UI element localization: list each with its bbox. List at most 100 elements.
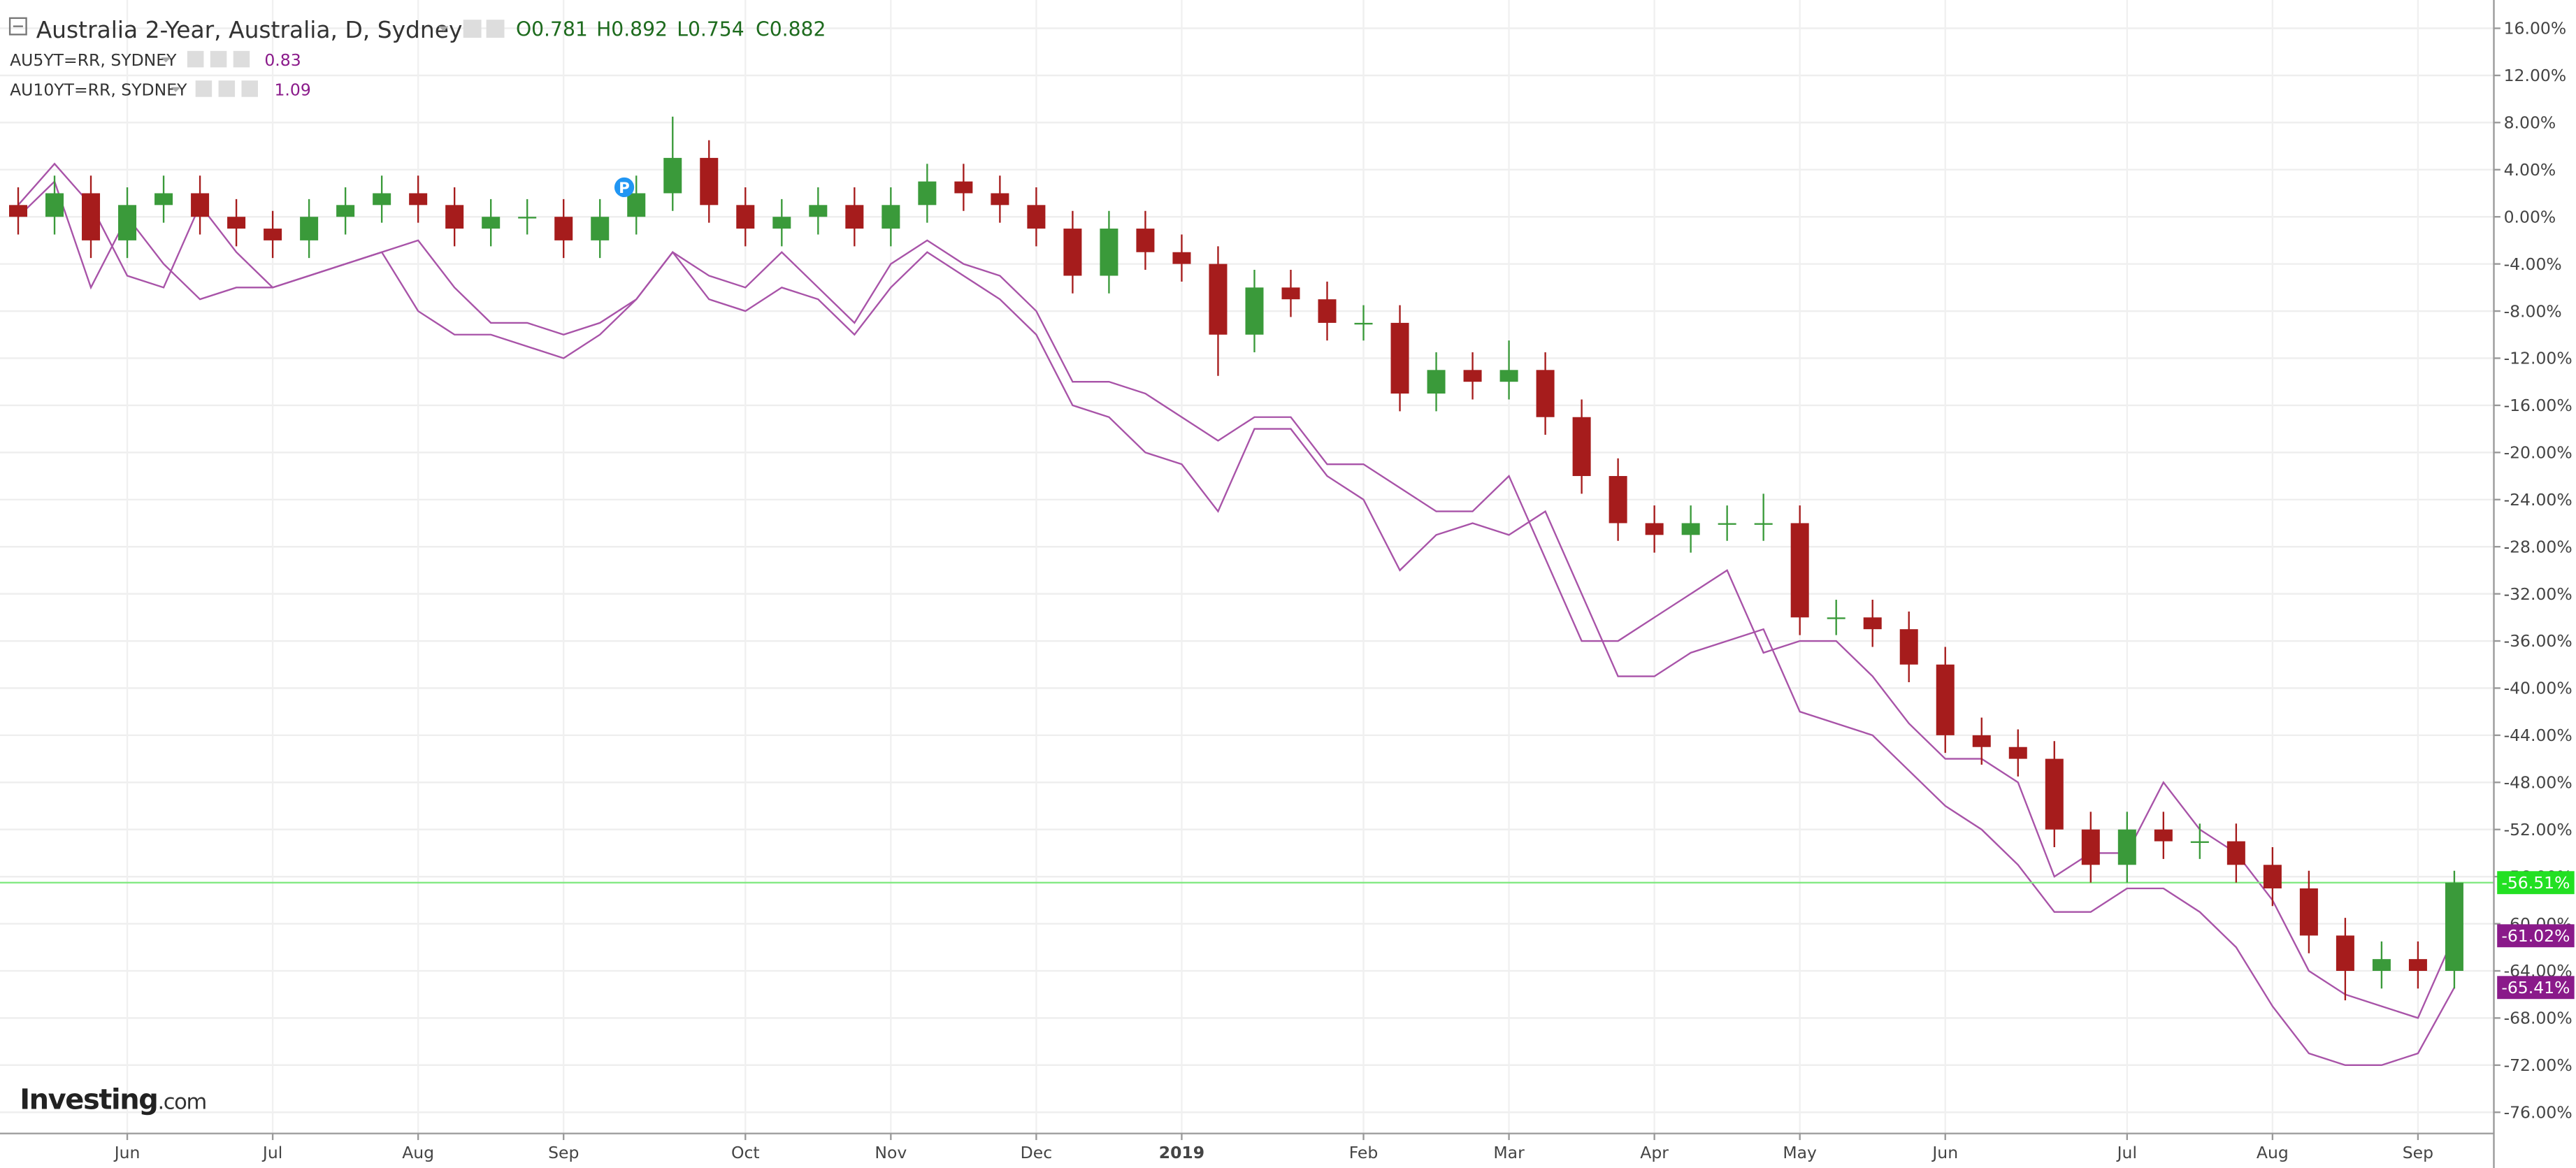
candle-body xyxy=(1427,370,1446,394)
y-tick-label: -16.00% xyxy=(2504,396,2573,415)
logo-main: Investing xyxy=(20,1083,157,1116)
candle-body xyxy=(954,181,973,194)
plot xyxy=(0,116,2494,1067)
candle-body xyxy=(1136,229,1155,252)
candle-body xyxy=(1209,264,1228,335)
candle-body xyxy=(1681,523,1700,535)
candle-body xyxy=(336,205,355,217)
candle-body xyxy=(1790,523,1809,618)
candle-body xyxy=(736,205,755,229)
last-value-box xyxy=(2497,871,2575,895)
collapse-icon[interactable] xyxy=(8,17,27,36)
candle-body xyxy=(2081,829,2100,865)
legend-icon[interactable] xyxy=(210,50,227,68)
x-tick-label: 2019 xyxy=(1159,1143,1204,1162)
candle-body xyxy=(2154,829,2173,842)
y-tick-label: 16.00% xyxy=(2504,19,2567,38)
candle-body xyxy=(845,205,864,229)
candle-body xyxy=(1899,629,1918,665)
readout-low: L0.754 xyxy=(677,18,744,41)
y-tick-label: -72.00% xyxy=(2504,1055,2573,1075)
chart-title: Australia 2-Year, Australia, D, Sydney xyxy=(36,16,463,43)
y-tick-label: -12.00% xyxy=(2504,349,2573,368)
y-tick-label: -4.00% xyxy=(2504,254,2562,274)
candle-body xyxy=(191,193,210,217)
grid xyxy=(0,0,2494,1134)
logo-suffix: .com xyxy=(157,1090,206,1114)
settings-icon[interactable] xyxy=(463,20,482,38)
candle-body xyxy=(2117,829,2136,865)
line-series xyxy=(17,162,2456,1019)
y-tick-label: 0.00% xyxy=(2504,207,2556,226)
readout-close: C0.882 xyxy=(756,18,826,41)
dropdown-arrow[interactable] xyxy=(171,87,181,92)
candle-body xyxy=(554,217,573,240)
candle-body xyxy=(373,193,391,206)
candle-body xyxy=(1318,299,1337,323)
dropdown-arrow[interactable] xyxy=(438,26,449,31)
last-value-label: -61.02% xyxy=(2501,926,2570,946)
candle-body xyxy=(1463,370,1482,382)
candle-body xyxy=(627,193,646,217)
y-tick-label: -40.00% xyxy=(2504,679,2573,698)
candle-body xyxy=(2008,747,2027,759)
candle-body xyxy=(1354,322,1373,325)
dropdown-arrow[interactable] xyxy=(161,57,171,63)
candle-body xyxy=(1609,476,1627,524)
candle-body xyxy=(1936,664,1955,735)
y-tick-label: -32.00% xyxy=(2504,584,2573,604)
y-tick-label: 12.00% xyxy=(2504,66,2567,85)
legend-icon[interactable] xyxy=(195,80,213,97)
candle-body xyxy=(45,193,64,217)
candle-body xyxy=(409,193,428,206)
legend-value: 0.83 xyxy=(264,50,301,70)
candle-body xyxy=(591,217,610,240)
candle-body xyxy=(1572,417,1591,477)
x-tick-label: Feb xyxy=(1349,1143,1379,1162)
candle-body xyxy=(154,193,173,206)
y-tick-label: -24.00% xyxy=(2504,490,2573,510)
candle-body xyxy=(918,181,937,206)
y-tick-label: -76.00% xyxy=(2504,1103,2573,1123)
candle-body xyxy=(772,217,791,229)
candle-body xyxy=(82,193,101,240)
candle-body xyxy=(2445,882,2463,971)
candle-body xyxy=(1718,523,1736,525)
candle-body xyxy=(2045,758,2064,830)
event-marker-label: P xyxy=(619,179,630,196)
legend-icon[interactable] xyxy=(218,80,236,97)
candle-body xyxy=(1972,735,1991,747)
y-tick-label: 4.00% xyxy=(2504,160,2556,180)
candle-body xyxy=(991,193,1009,206)
x-tick-label: Mar xyxy=(1493,1143,1525,1162)
candle-body xyxy=(1754,523,1773,525)
x-tick-label: May xyxy=(1783,1143,1817,1162)
last-value-box xyxy=(2497,976,2575,1000)
candle-body xyxy=(300,217,319,240)
legend-icon[interactable] xyxy=(241,80,258,97)
event-marker[interactable] xyxy=(614,177,635,198)
y-tick-label: -52.00% xyxy=(2504,820,2573,839)
y-tick-label: -20.00% xyxy=(2504,443,2573,463)
candle-body xyxy=(700,157,719,206)
candle-body xyxy=(1245,287,1264,335)
x-tick-label: Aug xyxy=(402,1143,434,1162)
y-tick-label: -8.00% xyxy=(2504,301,2562,321)
candle-body xyxy=(227,217,246,229)
legend-icon[interactable] xyxy=(233,50,250,68)
legend-icon[interactable] xyxy=(187,50,204,68)
line-series xyxy=(17,180,2455,1067)
candle-body xyxy=(482,217,501,229)
x-tick-label: Sep xyxy=(548,1143,579,1162)
candle-body xyxy=(518,217,537,219)
candle-body xyxy=(882,205,900,229)
candle-body xyxy=(2408,959,2427,971)
candle-body xyxy=(1827,617,1845,619)
gear-icon[interactable] xyxy=(486,20,505,38)
candle-body xyxy=(2226,841,2245,865)
candle-body xyxy=(118,205,137,240)
y-tick-label: -28.00% xyxy=(2504,537,2573,556)
x-tick-label: Jul xyxy=(261,1143,282,1162)
